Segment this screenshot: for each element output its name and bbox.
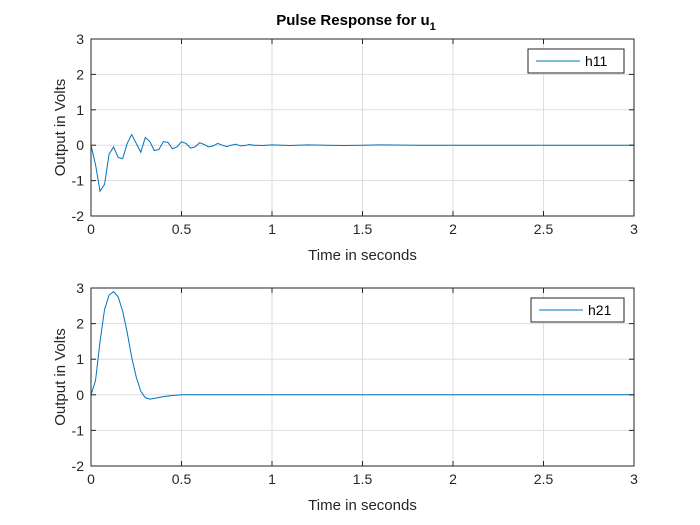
x-tick-label: 1 [268,221,276,237]
axes-h11: 0 0.5 1 1.5 2 2.5 3 -2 -1 0 1 2 3 Time in seconds Outp… [52,31,638,264]
x-tick-label: 2 [449,471,457,487]
y-tick-label: 1 [76,351,84,367]
y-tick-label: -2 [72,458,85,474]
y-tick-label: 0 [76,387,84,403]
legend-label: h11 [585,53,608,69]
y-tick-label: 3 [76,31,84,47]
x-axis-label: Time in seconds [308,497,417,514]
x-tick-label: 3 [630,471,638,487]
y-tick-label: -1 [72,173,85,189]
y-tick-label: 2 [76,316,84,332]
x-axis-label: Time in seconds [308,247,417,264]
x-tick-label: 1.5 [353,471,373,487]
x-tick-label: 1.5 [353,221,373,237]
x-tick-label: 3 [630,221,638,237]
x-tick-label: 2 [449,221,457,237]
series-line-h21 [90,290,634,400]
x-tick-label: 0.5 [172,471,192,487]
figure-title: Pulse Response for u1 [276,12,436,33]
y-tick-label: -1 [72,422,85,438]
legend: h21 [530,297,625,323]
y-axis-label: Output in Volts [52,79,69,177]
y-axis-label: Output in Volts [52,328,69,426]
x-tick-label: 0 [87,471,95,487]
y-tick-label: 3 [76,280,84,296]
series-line-h11 [90,133,634,193]
legend: h11 [527,48,625,74]
x-tick-label: 2.5 [534,221,554,237]
x-tick-label: 2.5 [534,471,554,487]
y-tick-label: -2 [72,208,85,224]
legend-label: h21 [588,302,612,318]
x-tick-label: 0.5 [172,221,192,237]
y-tick-label: 0 [76,137,84,153]
x-tick-label: 0 [87,221,95,237]
y-tick-label: 2 [76,66,84,82]
x-tick-label: 1 [268,471,276,487]
y-tick-label: 1 [76,102,84,118]
axes-h21: 0 0.5 1 1.5 2 2.5 3 -2 -1 0 1 2 3 Time in seconds Outp… [52,280,638,514]
